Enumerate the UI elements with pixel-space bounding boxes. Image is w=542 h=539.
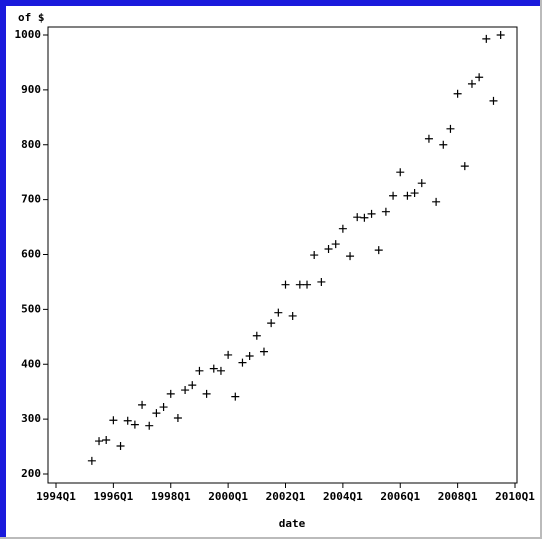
point bbox=[145, 421, 154, 430]
point bbox=[446, 124, 455, 133]
point bbox=[130, 420, 139, 429]
frame-bottom bbox=[0, 537, 542, 539]
point bbox=[95, 437, 104, 446]
y-tick-label: 600 bbox=[21, 248, 41, 261]
x-tick-label: 2004Q1 bbox=[323, 490, 363, 503]
point bbox=[188, 381, 197, 390]
x-tick-label: 2008Q1 bbox=[438, 490, 478, 503]
y-tick-label: 1000 bbox=[15, 28, 42, 41]
point bbox=[259, 347, 268, 356]
point bbox=[303, 280, 312, 289]
point bbox=[166, 389, 175, 398]
point bbox=[123, 416, 132, 425]
point bbox=[238, 358, 247, 367]
point bbox=[195, 366, 204, 375]
x-tick-label: 1998Q1 bbox=[151, 490, 191, 503]
x-tick-label: 2010Q1 bbox=[495, 490, 535, 503]
point bbox=[267, 319, 276, 328]
point bbox=[360, 213, 369, 222]
point bbox=[202, 389, 211, 398]
point bbox=[116, 442, 125, 451]
frame-top bbox=[0, 0, 542, 6]
point bbox=[102, 435, 111, 444]
point bbox=[475, 73, 484, 82]
point bbox=[374, 246, 383, 255]
point bbox=[310, 251, 319, 260]
point bbox=[403, 191, 412, 200]
x-tick-label: 2002Q1 bbox=[266, 490, 306, 503]
point bbox=[439, 140, 448, 149]
y-tick-label: 200 bbox=[21, 467, 41, 480]
point bbox=[424, 134, 433, 143]
point bbox=[231, 392, 240, 401]
point bbox=[381, 207, 390, 216]
frame-right bbox=[540, 0, 542, 539]
y-tick-label: 700 bbox=[21, 193, 41, 206]
point bbox=[331, 240, 340, 249]
point bbox=[159, 403, 168, 412]
point bbox=[353, 213, 362, 222]
point bbox=[489, 96, 498, 105]
point bbox=[245, 352, 254, 361]
point bbox=[209, 364, 218, 373]
point bbox=[496, 31, 505, 39]
point bbox=[396, 168, 405, 177]
y-tick-label: 300 bbox=[21, 412, 41, 425]
point bbox=[482, 34, 491, 43]
point bbox=[410, 189, 419, 198]
point bbox=[281, 280, 290, 289]
x-tick-label: 1996Q1 bbox=[94, 490, 134, 503]
x-axis-label: date bbox=[279, 517, 306, 530]
point bbox=[274, 308, 283, 317]
point bbox=[346, 252, 355, 261]
point bbox=[152, 409, 161, 418]
y-tick-label: 400 bbox=[21, 357, 41, 370]
point bbox=[324, 245, 333, 254]
point bbox=[138, 400, 147, 409]
point bbox=[338, 224, 347, 233]
point bbox=[224, 350, 233, 359]
point bbox=[460, 162, 469, 171]
point bbox=[252, 331, 261, 340]
y-tick-label: 800 bbox=[21, 138, 41, 151]
point bbox=[173, 414, 182, 423]
x-tick-label: 2000Q1 bbox=[208, 490, 248, 503]
point bbox=[432, 197, 441, 206]
point bbox=[109, 416, 118, 425]
point bbox=[288, 311, 297, 320]
point bbox=[467, 79, 476, 88]
point bbox=[417, 179, 426, 188]
point bbox=[367, 209, 376, 218]
x-tick-label: 2006Q1 bbox=[380, 490, 420, 503]
point bbox=[317, 277, 326, 286]
frame-left bbox=[0, 0, 6, 539]
point bbox=[216, 366, 225, 375]
x-tick-label: 1994Q1 bbox=[36, 490, 76, 503]
point bbox=[389, 191, 398, 200]
y-tick-label: 500 bbox=[21, 302, 41, 315]
point bbox=[181, 386, 190, 395]
point bbox=[87, 456, 96, 465]
point bbox=[453, 89, 462, 98]
point bbox=[295, 280, 304, 289]
y-axis-label: of $ bbox=[18, 11, 45, 24]
y-tick-label: 900 bbox=[21, 83, 41, 96]
